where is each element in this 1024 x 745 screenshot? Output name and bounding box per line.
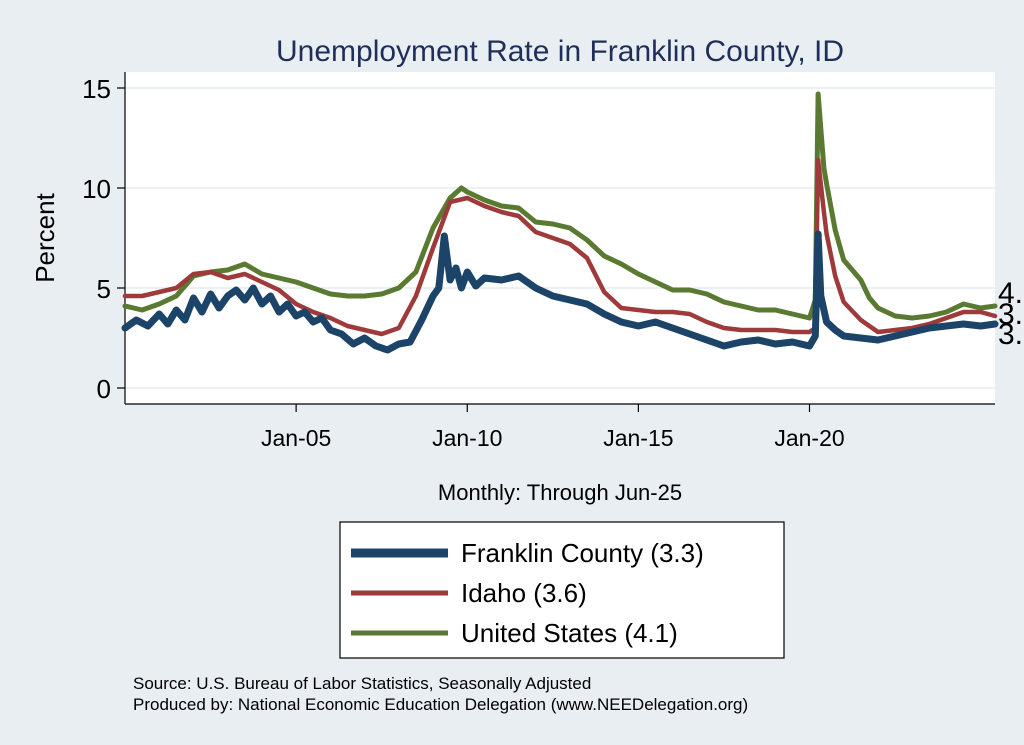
x-axis-ticks: Jan-05 Jan-10 Jan-15 Jan-20: [261, 404, 845, 451]
x-tick-label: Jan-10: [432, 425, 502, 451]
y-tick-label: 10: [82, 174, 111, 204]
y-axis-ticks: 0 5 10 15: [82, 74, 125, 404]
x-tick-label: Jan-05: [261, 425, 331, 451]
y-axis-label: Percent: [30, 192, 60, 282]
end-value-labels: 4.13.63.3: [998, 277, 1024, 351]
legend-label-franklin-county: Franklin County (3.3): [461, 538, 704, 568]
series-line-franklin-county: [121, 230, 999, 354]
legend-label-united-states: United States (4.1): [461, 618, 678, 648]
producer-note: Produced by: National Economic Education…: [133, 695, 748, 714]
legend: Franklin County (3.3) Idaho (3.6) United S…: [339, 521, 785, 659]
series-line-united-states: [122, 91, 998, 321]
x-tick-label: Jan-15: [603, 425, 673, 451]
y-tick-label: 5: [97, 274, 111, 304]
y-tick-label: 0: [97, 374, 111, 404]
end-label: 4.1: [998, 277, 1024, 310]
source-note: Source: U.S. Bureau of Labor Statistics,…: [133, 674, 591, 693]
plot-area: [125, 72, 995, 404]
y-tick-label: 15: [82, 74, 111, 104]
series-line-idaho: [122, 157, 998, 337]
series-lines: [121, 91, 999, 354]
x-axis-label: Monthly: Through Jun-25: [438, 480, 682, 505]
chart-title: Unemployment Rate in Franklin County, ID: [276, 35, 844, 68]
x-tick-label: Jan-20: [774, 425, 844, 451]
legend-label-idaho: Idaho (3.6): [461, 578, 587, 608]
end-label: 3.6: [998, 298, 1024, 331]
end-label: 3.3: [998, 318, 1024, 351]
